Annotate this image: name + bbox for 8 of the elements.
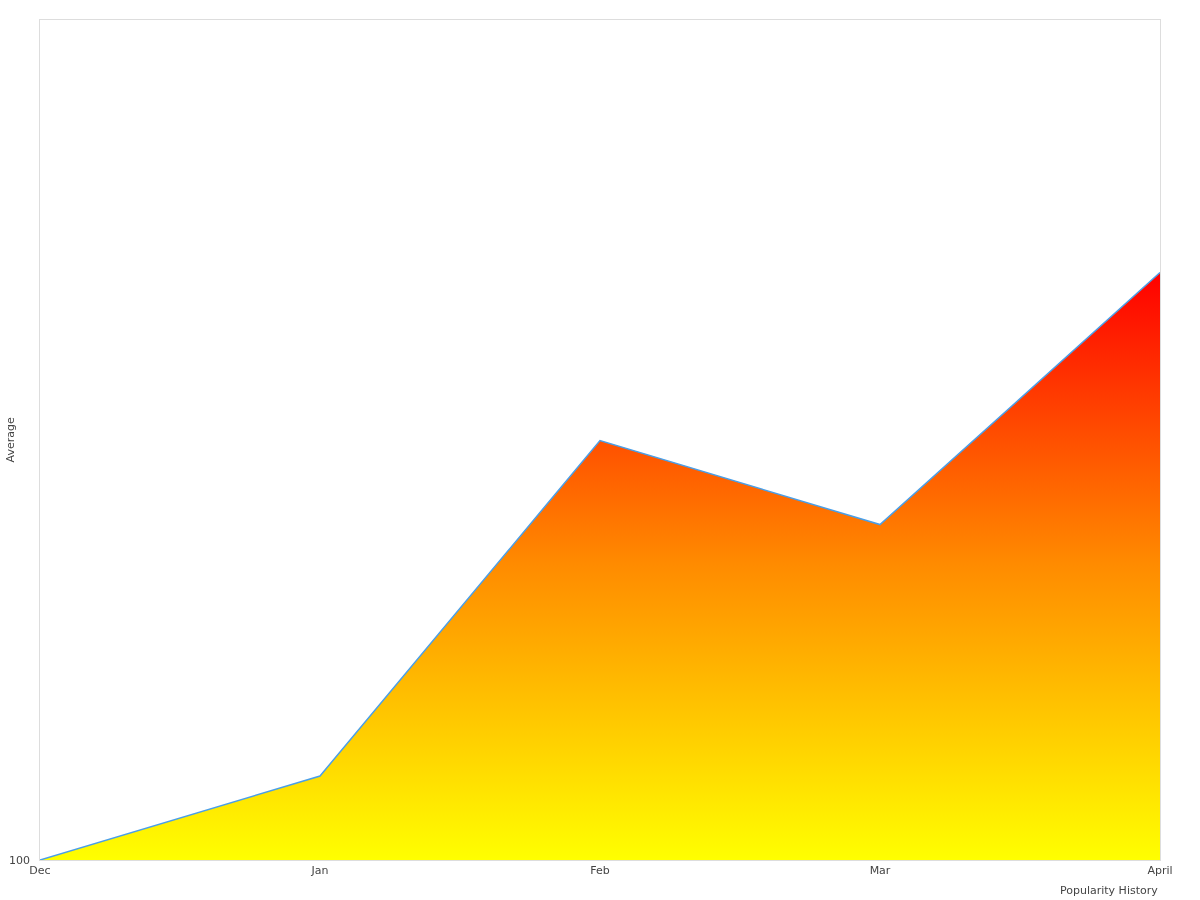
x-axis-title: Popularity History [1060,884,1159,897]
x-tick-label: Jan [310,864,329,878]
y-axis-title: Average [3,417,17,463]
text: 100 [9,854,30,867]
x-tick-label: Feb [590,864,610,878]
x-tick-label: Dec [29,864,51,878]
x-tick-label: April [1147,864,1173,878]
x-tick-label: Mar [869,864,891,878]
